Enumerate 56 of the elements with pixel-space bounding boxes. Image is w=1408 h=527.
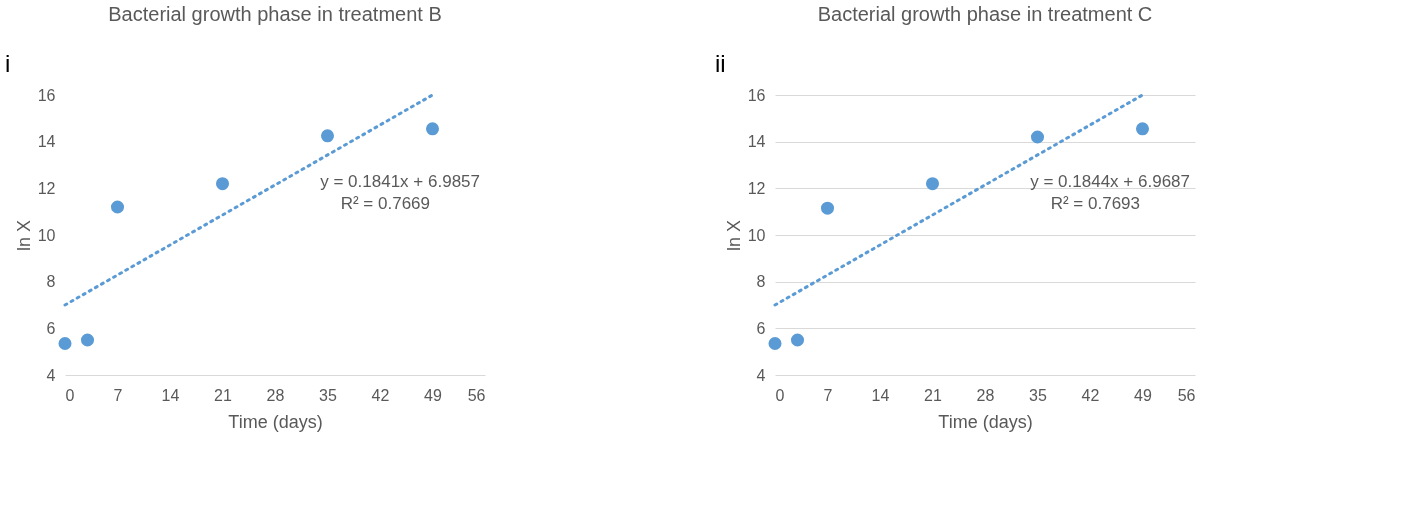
x-tick-label: 49: [424, 386, 442, 404]
y-tick-label: 16: [37, 86, 56, 104]
y-axis-title: ln X: [13, 219, 34, 252]
point: [215, 177, 230, 191]
x-tick-label: 56: [467, 386, 486, 404]
point: [790, 333, 805, 347]
annotation: R² = 0.7693: [1050, 194, 1140, 214]
x-tick-label: 42: [371, 386, 390, 404]
y-tick-label: 14: [747, 133, 766, 151]
x-tick-label: 7: [823, 386, 833, 404]
point: [425, 122, 440, 136]
y-tick-label: 16: [747, 86, 766, 104]
point: [1135, 122, 1150, 136]
y-tick-label: 4: [46, 366, 56, 384]
point: [820, 201, 835, 215]
x-tick-label: 28: [976, 386, 995, 404]
x-tick-label: 42: [1081, 386, 1100, 404]
y-tick-label: 12: [37, 179, 56, 197]
x-tick-label: 21: [924, 386, 942, 404]
y-tick-label: 8: [756, 273, 766, 291]
point: [80, 333, 95, 347]
x-tick-label: 35: [319, 386, 337, 404]
y-tick-label: 10: [747, 226, 766, 244]
y-tick-label: 4: [756, 366, 766, 384]
x-tick-label: 14: [161, 386, 180, 404]
point: [320, 129, 335, 143]
x-tick-label: 49: [1134, 386, 1152, 404]
point: [58, 336, 72, 351]
annotation: R² = 0.7669: [340, 194, 430, 214]
y-tick-label: 6: [756, 319, 766, 337]
point: [768, 336, 782, 351]
annotation: y = 0.1841x + 6.9857: [320, 171, 480, 191]
annotation: y = 0.1844x + 6.9687: [1030, 171, 1190, 191]
x-axis-title: Time (days): [228, 411, 323, 432]
y-axis-title: ln X: [723, 219, 744, 252]
chart-title: Bacterial growth phase in treatment C: [817, 3, 1153, 25]
point: [925, 177, 940, 191]
x-tick-label: 28: [266, 386, 285, 404]
x-axis-title: Time (days): [938, 411, 1033, 432]
x-tick-label: 14: [871, 386, 890, 404]
x-tick-label: 7: [113, 386, 123, 404]
x-tick-label: 21: [214, 386, 232, 404]
y-tick-label: 6: [46, 319, 56, 337]
x-tick-label: 0: [65, 386, 75, 404]
y-tick-label: 12: [747, 179, 766, 197]
x-tick-label: 56: [1177, 386, 1196, 404]
text: ii: [715, 50, 726, 77]
y-tick-label: 14: [37, 133, 56, 151]
point: [110, 200, 125, 214]
y-tick-label: 10: [37, 226, 56, 244]
x-tick-label: 35: [1029, 386, 1047, 404]
point: [1030, 130, 1045, 144]
x-tick-label: 0: [775, 386, 785, 404]
text: i: [5, 50, 11, 77]
chart-title: Bacterial growth phase in treatment B: [108, 3, 442, 25]
y-tick-label: 8: [46, 273, 56, 291]
